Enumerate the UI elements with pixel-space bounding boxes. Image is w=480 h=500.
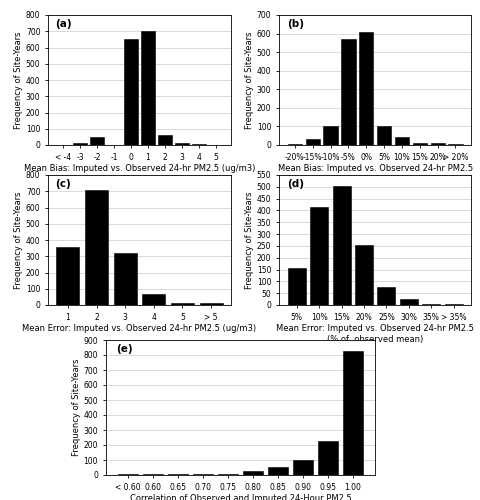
Text: (c): (c): [55, 179, 71, 189]
Bar: [287, 144, 301, 145]
X-axis label: Mean Bias: Imputed vs. Observed 24-hr PM2.5
(% of  observed mean): Mean Bias: Imputed vs. Observed 24-hr PM…: [277, 164, 472, 184]
Bar: [317, 441, 337, 475]
Bar: [376, 126, 390, 145]
Bar: [90, 137, 104, 145]
X-axis label: Mean Error: Imputed vs. Observed 24-hr PM2.5
(% of  observed mean): Mean Error: Imputed vs. Observed 24-hr P…: [276, 324, 473, 344]
Text: (b): (b): [286, 19, 303, 29]
Text: (d): (d): [286, 179, 303, 189]
Y-axis label: Frequency of Site-Years: Frequency of Site-Years: [72, 359, 81, 456]
Bar: [85, 190, 108, 305]
Bar: [158, 135, 171, 145]
Bar: [124, 40, 137, 145]
Bar: [394, 136, 408, 145]
Bar: [242, 470, 263, 475]
Bar: [192, 144, 205, 145]
Bar: [399, 299, 417, 305]
X-axis label: Mean Bias: Imputed vs. Observed 24-hr PM2.5 (ug/m3): Mean Bias: Imputed vs. Observed 24-hr PM…: [24, 164, 255, 173]
Text: (a): (a): [55, 19, 72, 29]
Bar: [168, 474, 188, 475]
Bar: [73, 142, 87, 145]
Bar: [412, 143, 426, 145]
Text: (e): (e): [116, 344, 133, 354]
Bar: [113, 253, 136, 305]
Bar: [192, 474, 213, 475]
Bar: [171, 302, 193, 305]
Bar: [340, 39, 355, 145]
Y-axis label: Frequency of Site-Years: Frequency of Site-Years: [14, 191, 23, 289]
Bar: [143, 474, 163, 475]
Bar: [56, 246, 79, 305]
Bar: [359, 32, 372, 145]
Bar: [175, 142, 188, 145]
Y-axis label: Frequency of Site-Years: Frequency of Site-Years: [14, 31, 23, 128]
Bar: [118, 474, 138, 475]
Y-axis label: Frequency of Site-Years: Frequency of Site-Years: [244, 31, 253, 128]
Bar: [332, 186, 350, 305]
Bar: [430, 143, 444, 145]
Bar: [310, 207, 327, 305]
Bar: [305, 140, 319, 145]
X-axis label: Correlation of Observed and Imputed 24-Hour PM2.5: Correlation of Observed and Imputed 24-H…: [129, 494, 351, 500]
X-axis label: Mean Error: Imputed vs. Observed 24-hr PM2.5 (ug/m3): Mean Error: Imputed vs. Observed 24-hr P…: [23, 324, 256, 334]
Bar: [217, 474, 238, 475]
Bar: [267, 467, 288, 475]
Y-axis label: Frequency of Site-Years: Frequency of Site-Years: [244, 191, 253, 289]
Bar: [342, 350, 362, 475]
Bar: [199, 304, 222, 305]
Bar: [377, 288, 395, 305]
Bar: [141, 31, 155, 145]
Bar: [421, 304, 439, 305]
Bar: [142, 294, 165, 305]
Bar: [323, 126, 337, 145]
Bar: [287, 268, 305, 305]
Bar: [354, 244, 372, 305]
Bar: [292, 460, 312, 475]
Bar: [447, 144, 462, 145]
Bar: [444, 304, 462, 305]
